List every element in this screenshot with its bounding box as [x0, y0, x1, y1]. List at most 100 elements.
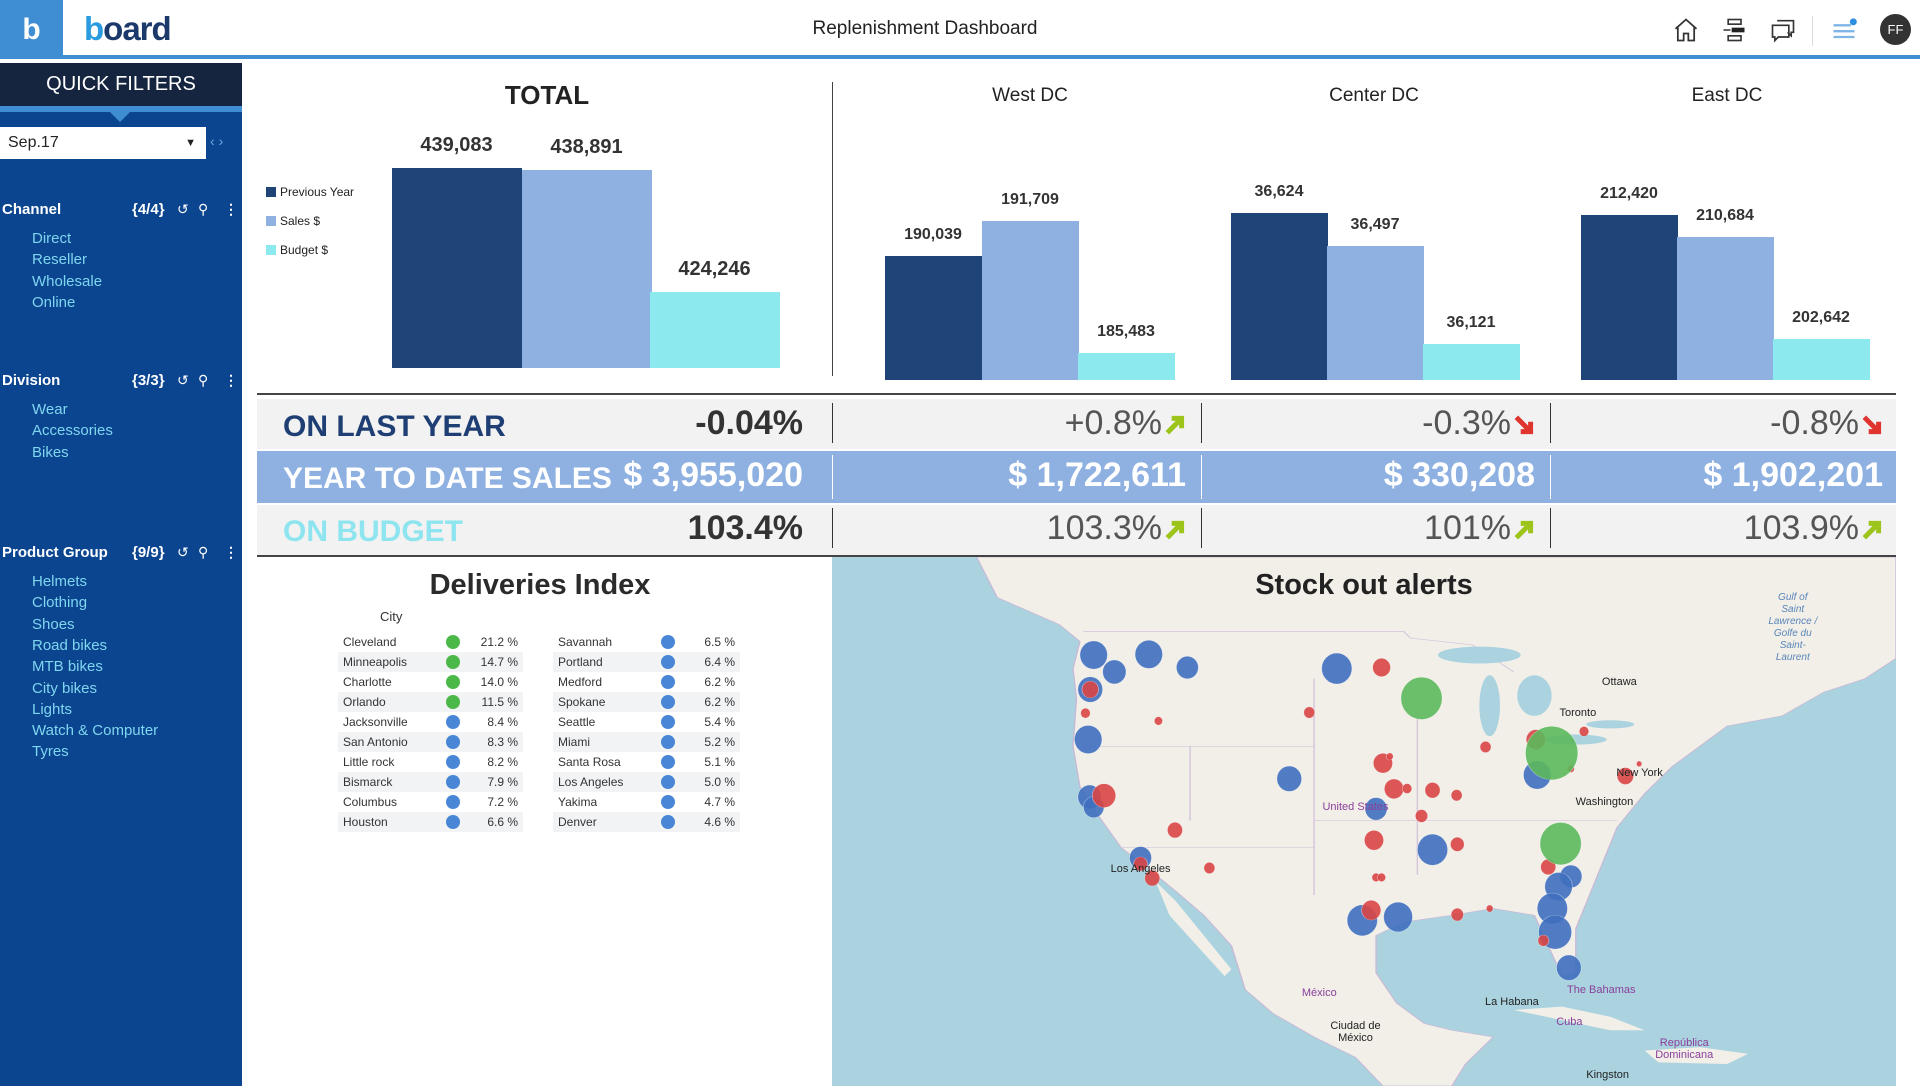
filter-item[interactable]: City bikes: [32, 679, 98, 697]
stock-bubble-blue[interactable]: [1102, 659, 1127, 685]
user-avatar[interactable]: FF: [1880, 14, 1911, 45]
reset-icon[interactable]: ↺: [177, 201, 189, 217]
stock-bubble-blue[interactable]: [1079, 640, 1108, 670]
bar-previous-year[interactable]: [1581, 214, 1678, 380]
home-icon[interactable]: [1672, 16, 1700, 44]
stock-bubble-red[interactable]: [1372, 658, 1391, 677]
stock-bubble-green[interactable]: [1539, 822, 1582, 865]
stock-bubble-red[interactable]: [1450, 837, 1465, 852]
filter-item[interactable]: Helmets: [32, 573, 88, 590]
stock-bubble-green[interactable]: [1400, 677, 1443, 720]
stock-bubble-red[interactable]: [1377, 873, 1387, 882]
table-row[interactable]: Minneapolis 14.7 %: [338, 652, 523, 672]
filter-item[interactable]: Bikes: [32, 443, 69, 461]
layout-icon[interactable]: [1720, 16, 1748, 44]
table-row[interactable]: Jacksonville 8.4 %: [338, 712, 523, 732]
filter-item[interactable]: Accessories: [32, 422, 113, 440]
map-canvas[interactable]: [832, 557, 1896, 1086]
table-row[interactable]: Miami 5.2 %: [553, 732, 740, 752]
stock-bubble-blue[interactable]: [1556, 954, 1582, 981]
stock-bubble-red[interactable]: [1364, 830, 1384, 851]
prev-period-icon[interactable]: ‹: [210, 133, 215, 149]
table-row[interactable]: Bismarck 7.9 %: [338, 772, 523, 792]
stock-bubble-blue[interactable]: [1321, 652, 1353, 685]
bar-budget-[interactable]: [1423, 344, 1520, 380]
bar-sales-[interactable]: [1677, 236, 1774, 380]
filter-item[interactable]: Clothing: [32, 594, 88, 612]
bar-previous-year[interactable]: [392, 168, 522, 368]
stock-bubble-blue[interactable]: [1074, 725, 1103, 754]
search-icon[interactable]: ⚲: [198, 372, 209, 388]
stock-bubble-red[interactable]: [1081, 680, 1099, 699]
stock-bubble-red[interactable]: [1133, 856, 1148, 872]
stock-out-map[interactable]: Stock out alerts Ottawa Toronto New York…: [832, 557, 1896, 1086]
filter-item[interactable]: Lights: [32, 700, 73, 718]
stock-bubble-red[interactable]: [1636, 760, 1643, 767]
table-row[interactable]: Little rock 8.2 %: [338, 752, 523, 772]
filter-item[interactable]: Direct: [32, 230, 72, 247]
filter-item[interactable]: Road bikes: [32, 636, 108, 654]
stock-bubble-red[interactable]: [1203, 862, 1216, 874]
table-row[interactable]: Los Angeles 5.0 %: [553, 772, 740, 792]
bar-previous-year[interactable]: [885, 256, 982, 380]
stock-bubble-red[interactable]: [1401, 783, 1413, 794]
stock-bubble-red[interactable]: [1616, 767, 1634, 785]
table-row[interactable]: Houston 6.6 %: [338, 812, 523, 832]
filter-item[interactable]: Wear: [32, 401, 68, 418]
stock-bubble-red[interactable]: [1153, 716, 1163, 726]
menu-notification-icon[interactable]: [1830, 16, 1858, 44]
table-row[interactable]: Charlotte 14.0 %: [338, 672, 523, 692]
stock-bubble-red[interactable]: [1361, 900, 1382, 921]
stock-bubble-blue[interactable]: [1134, 640, 1163, 669]
stock-bubble-red[interactable]: [1383, 778, 1404, 799]
table-row[interactable]: Medford 6.2 %: [553, 672, 740, 692]
more-options-icon[interactable]: ⋮: [224, 544, 238, 560]
stock-bubble-red[interactable]: [1537, 934, 1550, 947]
more-options-icon[interactable]: ⋮: [224, 372, 238, 388]
bar-budget-[interactable]: [1078, 353, 1175, 380]
stock-bubble-blue[interactable]: [1276, 765, 1303, 792]
stock-bubble-red[interactable]: [1424, 782, 1441, 799]
stock-bubble-red[interactable]: [1578, 726, 1590, 737]
table-row[interactable]: Yakima 4.7 %: [553, 792, 740, 812]
filter-item[interactable]: Reseller: [32, 251, 88, 269]
next-period-icon[interactable]: ›: [218, 133, 224, 149]
stock-bubble-red[interactable]: [1303, 706, 1316, 719]
bar-sales-[interactable]: [1327, 246, 1424, 380]
reset-icon[interactable]: ↺: [177, 372, 189, 388]
table-row[interactable]: Seattle 5.4 %: [553, 712, 740, 732]
stock-bubble-red[interactable]: [1080, 708, 1091, 719]
stock-bubble-red[interactable]: [1414, 809, 1429, 823]
filter-item[interactable]: Shoes: [32, 615, 75, 633]
stock-bubble-red[interactable]: [1091, 783, 1117, 808]
bar-sales-[interactable]: [522, 169, 652, 368]
table-row[interactable]: Savannah 6.5 %: [553, 632, 740, 652]
table-row[interactable]: Portland 6.4 %: [553, 652, 740, 672]
period-nav[interactable]: ‹ ›: [210, 133, 223, 149]
filter-item[interactable]: Watch & Computer: [32, 722, 159, 740]
bar-sales-[interactable]: [982, 220, 1079, 380]
comments-icon[interactable]: [1769, 16, 1797, 44]
table-row[interactable]: Spokane 6.2 %: [553, 692, 740, 712]
stock-bubble-blue[interactable]: [1364, 797, 1388, 821]
bar-previous-year[interactable]: [1231, 213, 1328, 380]
filter-item[interactable]: Wholesale: [32, 272, 103, 290]
stock-bubble-red[interactable]: [1450, 789, 1463, 802]
stock-bubble-blue[interactable]: [1175, 656, 1199, 679]
table-row[interactable]: Orlando 11.5 %: [338, 692, 523, 712]
period-select[interactable]: Sep.17 ▼: [0, 127, 206, 159]
search-icon[interactable]: ⚲: [198, 544, 209, 560]
reset-icon[interactable]: ↺: [177, 544, 189, 560]
table-row[interactable]: Santa Rosa 5.1 %: [553, 752, 740, 772]
table-row[interactable]: San Antonio 8.3 %: [338, 732, 523, 752]
more-options-icon[interactable]: ⋮: [224, 201, 238, 217]
stock-bubble-red[interactable]: [1485, 904, 1494, 913]
table-row[interactable]: Denver 4.6 %: [553, 812, 740, 832]
table-row[interactable]: Columbus 7.2 %: [338, 792, 523, 812]
bar-budget-[interactable]: [650, 292, 780, 368]
stock-bubble-red[interactable]: [1479, 741, 1492, 753]
stock-bubble-red[interactable]: [1386, 752, 1394, 761]
stock-bubble-blue[interactable]: [1417, 834, 1449, 866]
search-icon[interactable]: ⚲: [198, 201, 209, 217]
table-row[interactable]: Cleveland 21.2 %: [338, 632, 523, 652]
